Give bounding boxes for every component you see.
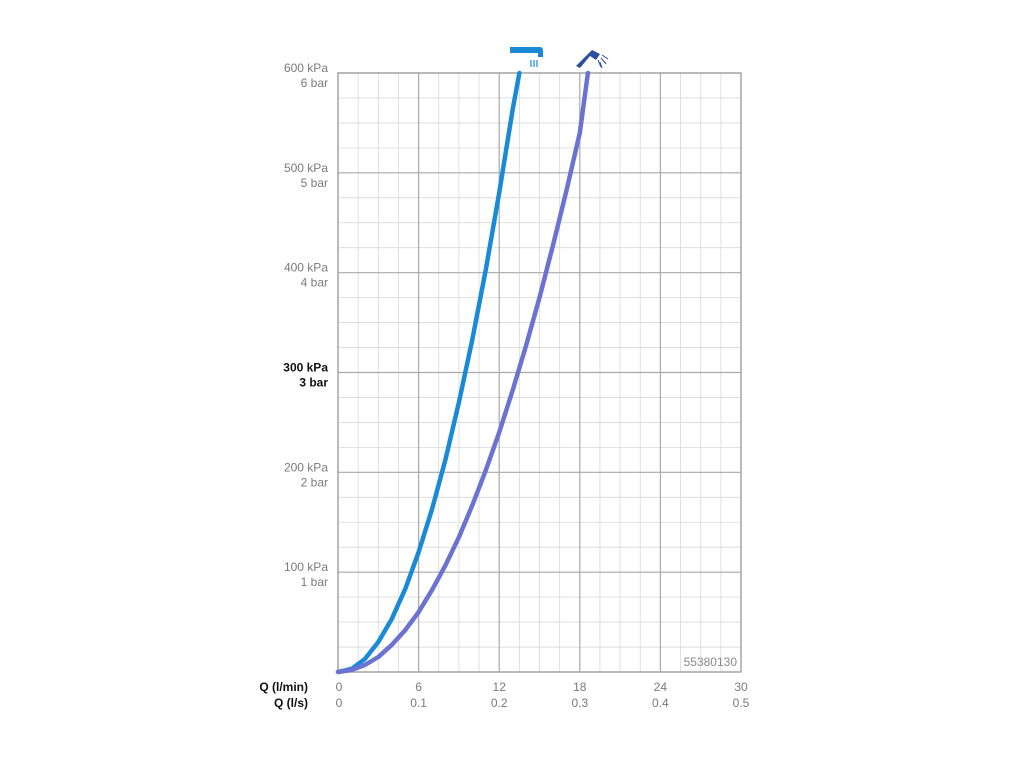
major-grid [337,72,742,673]
y-tick-label-bar: 6 bar [301,76,328,90]
y-tick-label-kpa: 400 kPa [284,261,328,275]
y-tick-label-kpa: 600 kPa [284,61,328,75]
series-line-rain [335,70,522,675]
y-tick-label-bar: 4 bar [301,276,328,290]
x-tick-label-ls: 0.2 [491,696,508,710]
x-axis-ticks: 0 0 6 0.1 12 0.2 18 0.3 24 0.4 30 0.5 [336,680,750,710]
y-tick-label-kpa: 300 kPa [283,361,328,375]
x-tick-label-ls: 0.4 [652,696,669,710]
y-tick-label-kpa: 200 kPa [284,460,328,474]
x-tick-label-ls: 0.5 [733,696,750,710]
shower-head-jet-icon [576,50,609,69]
product-code-label: 55380130 [684,655,738,669]
x-tick-label-lmin: 12 [493,680,507,694]
x-tick-label-ls: 0.3 [571,696,588,710]
y-tick-label-bar: 2 bar [301,475,328,489]
x-tick-label-lmin: 18 [573,680,587,694]
y-tick-label-bar: 3 bar [299,376,328,390]
shower-head-rain-icon [510,47,543,67]
x-tick-label-ls: 0 [336,696,343,710]
x-axis-title-lmin: Q (l/min) [259,680,308,694]
x-tick-label-lmin: 30 [734,680,748,694]
x-tick-label-ls: 0.1 [410,696,427,710]
plot-frame [337,72,742,673]
y-tick-label-kpa: 500 kPa [284,161,328,175]
y-tick-label-kpa: 100 kPa [284,560,328,574]
series-lines [335,70,591,675]
x-tick-label-lmin: 0 [336,680,343,694]
x-axis-title-ls: Q (l/s) [274,696,308,710]
y-tick-label-bar: 5 bar [301,176,328,190]
x-tick-label-lmin: 6 [415,680,422,694]
y-tick-label-bar: 1 bar [301,575,328,589]
x-tick-label-lmin: 24 [654,680,668,694]
series-line-jet [335,70,591,675]
